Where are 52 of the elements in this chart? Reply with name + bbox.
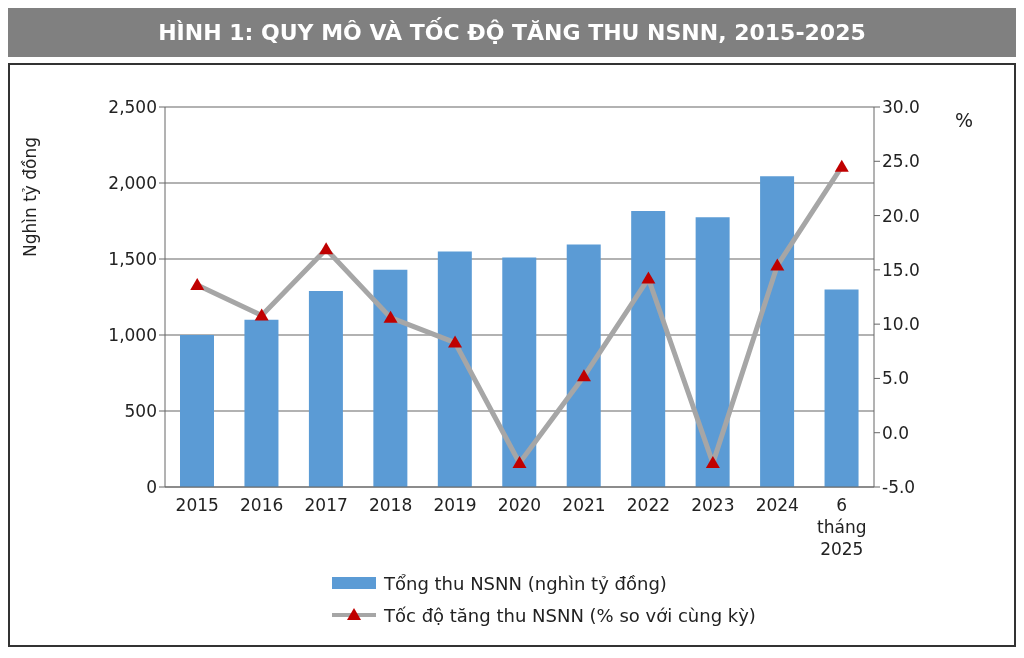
legend-label: Tổng thu NSNN (nghìn tỷ đồng) — [384, 572, 667, 594]
y-tick-label: 500 — [124, 401, 157, 422]
chart-title: HÌNH 1: QUY MÔ VÀ TỐC ĐỘ TĂNG THU NSNN, 2015-2025 — [8, 8, 1016, 57]
x-tick-label: 2018 — [368, 495, 413, 515]
point — [834, 159, 849, 172]
y2-tick-label: 5.0 — [882, 368, 910, 389]
y-tick-label: 2,000 — [108, 173, 157, 194]
y-axis-title: Nghìn tỷ đồng — [20, 136, 41, 258]
bar — [373, 269, 408, 487]
x-tick-label: 2015 — [175, 495, 219, 515]
x-tick-label: 2024 — [755, 495, 799, 515]
bar — [244, 319, 279, 487]
bar — [437, 251, 472, 487]
legend-label: Tốc độ tăng thu NSNN (% so với cùng kỳ) — [384, 604, 756, 626]
x-tick-label: 2023 — [691, 495, 735, 515]
y-tick-label: 2,500 — [108, 97, 157, 118]
bar — [695, 217, 730, 487]
point — [448, 335, 463, 348]
x-tick-label: 2017 — [304, 495, 348, 515]
point — [319, 242, 334, 255]
bar — [760, 176, 795, 487]
point — [705, 456, 720, 469]
x-tick-label: 2020 — [497, 495, 542, 515]
point — [383, 310, 398, 323]
bar — [502, 257, 537, 487]
point — [190, 278, 205, 291]
y-tick-label: 1,000 — [108, 325, 157, 346]
y2-tick-label: 10.0 — [882, 314, 920, 335]
point — [641, 271, 656, 284]
x-tick-label: 2016 — [240, 495, 284, 515]
bar — [308, 290, 343, 487]
y2-tick-label: 25.0 — [882, 151, 920, 172]
y2-tick-label: 0.0 — [882, 422, 910, 443]
bar — [824, 289, 859, 487]
y-tick-label: 0 — [146, 477, 157, 498]
x-tick-label: 2021 — [562, 495, 606, 515]
y2-tick-label: 30.0 — [882, 97, 920, 118]
y2-axis-title: % — [954, 109, 974, 131]
y-tick-label: 1,500 — [108, 249, 157, 270]
y2-tick-label: 20.0 — [882, 205, 920, 226]
bar — [566, 244, 601, 487]
bar — [180, 335, 214, 487]
point — [512, 456, 527, 469]
point — [254, 308, 269, 321]
bar — [631, 211, 666, 487]
point — [770, 258, 785, 271]
x-tick-label: 2022 — [626, 495, 671, 515]
x-tick-label: 6 tháng 2025 — [817, 495, 867, 559]
x-tick-label: 2019 — [433, 495, 477, 515]
y2-tick-label: -5.0 — [882, 477, 916, 498]
point — [576, 369, 591, 382]
y2-tick-label: 15.0 — [882, 259, 920, 280]
